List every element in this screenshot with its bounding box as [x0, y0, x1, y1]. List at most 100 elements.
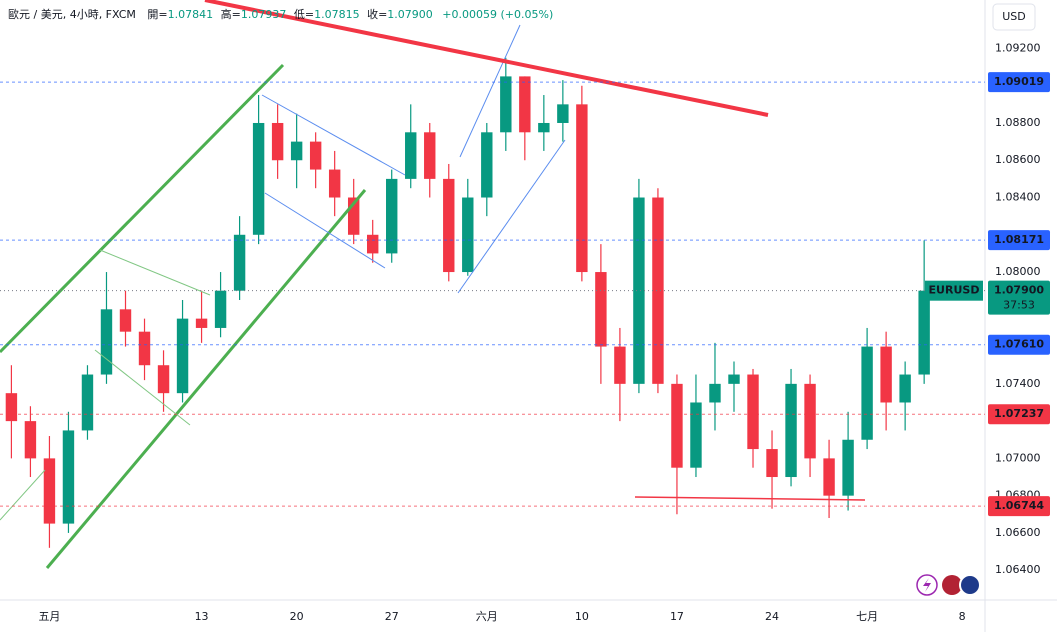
candle-body	[100, 309, 113, 375]
y-tick-label: 1.08400	[995, 191, 1041, 204]
candle-body	[709, 383, 721, 403]
y-tick-label: 1.07400	[995, 377, 1041, 390]
icon[interactable]	[942, 575, 962, 595]
trend-line	[204, 0, 769, 117]
y-tick-label: 1.06600	[995, 526, 1041, 539]
candle-body	[309, 141, 322, 170]
y-tick-label: 1.07000	[995, 451, 1041, 464]
trend-line	[459, 24, 521, 158]
trend-line	[0, 63, 285, 354]
price-label-box	[988, 496, 1050, 517]
price-label-box	[988, 230, 1050, 251]
price-label-box	[988, 72, 1050, 93]
price-label: 1.06744	[994, 499, 1044, 512]
last-price-box	[988, 280, 1050, 315]
candle-body	[214, 290, 227, 328]
candle-body	[43, 458, 56, 524]
candle-body	[157, 365, 170, 394]
symbol: 歐元 / 美元, 4小時, FXCM	[8, 7, 136, 21]
candle-body	[652, 197, 664, 384]
trend-line	[261, 94, 406, 176]
y-tick-label: 1.08600	[995, 153, 1041, 166]
candle-body	[386, 178, 398, 254]
candle-body	[252, 122, 265, 235]
candle-body	[462, 197, 474, 273]
candle-body	[823, 458, 835, 496]
candle-body	[576, 104, 588, 273]
candle-body	[481, 132, 493, 198]
ticker-tag	[925, 280, 983, 301]
candle-body	[328, 169, 341, 198]
candle-body	[690, 402, 702, 468]
candle-body	[5, 393, 18, 422]
legend-label: 高=	[221, 7, 241, 21]
x-tick-label: 六月	[476, 610, 498, 623]
price-label-box	[988, 334, 1050, 355]
trend-line	[45, 189, 367, 569]
x-tick-label: 10	[575, 610, 589, 623]
candle-body	[233, 234, 246, 291]
legend-value: 1.07841	[168, 8, 214, 21]
candle-body	[138, 331, 151, 366]
trend-line	[634, 496, 866, 501]
icon[interactable]	[959, 574, 981, 596]
y-tick-label: 1.09200	[995, 41, 1041, 54]
price-label: 1.07237	[994, 407, 1044, 420]
price-label: 1.07610	[994, 338, 1044, 351]
x-tick-label: 17	[670, 610, 684, 623]
trend-line	[0, 469, 46, 521]
candle-body	[766, 449, 778, 478]
candle-body	[804, 383, 816, 459]
candle-body	[842, 439, 854, 496]
trend-line	[94, 349, 191, 426]
candle-body	[119, 309, 132, 332]
candle-body	[24, 421, 37, 459]
candle-body	[405, 132, 417, 179]
candle-body	[747, 374, 759, 450]
x-tick-label: 27	[385, 610, 399, 623]
candle-body	[81, 374, 94, 431]
candle-body	[633, 197, 645, 384]
currency-label[interactable]: USD	[1002, 10, 1026, 23]
candle-body	[861, 346, 873, 440]
candle-body	[785, 383, 797, 478]
price-label: 1.08171	[994, 233, 1044, 246]
x-tick-label: 13	[195, 610, 209, 623]
candle-body	[195, 318, 208, 328]
drawings	[0, 0, 866, 569]
change: +0.00059 (+0.05%)	[442, 8, 553, 21]
y-tick-label: 1.08800	[995, 116, 1041, 129]
price-label-box	[988, 404, 1050, 425]
trend-line	[457, 139, 566, 294]
currency-button[interactable]	[992, 3, 1036, 31]
legend-label: 開=	[147, 8, 167, 21]
x-tick-label: 8	[959, 610, 966, 623]
candle-body	[899, 374, 911, 403]
candle-body	[557, 104, 569, 123]
legend-value: 1.07900	[387, 8, 433, 21]
candle-body	[728, 374, 740, 384]
countdown: 37:53	[1003, 299, 1035, 312]
candle-body	[347, 197, 360, 235]
candles	[5, 57, 930, 548]
candle-body	[176, 318, 189, 394]
candle-body	[538, 122, 550, 133]
last-price-label: 1.07900	[994, 284, 1044, 297]
candle-body	[62, 430, 75, 524]
legend-value: 1.07937	[241, 8, 287, 21]
y-tick-label: 1.08000	[995, 265, 1041, 278]
price-label: 1.09019	[994, 75, 1044, 88]
icon	[923, 578, 931, 592]
candle-body	[290, 141, 303, 161]
x-tick-label: 20	[290, 610, 304, 623]
y-tick-label: 1.06400	[995, 563, 1041, 576]
trend-line	[99, 249, 211, 296]
candle-body	[519, 76, 531, 133]
legend-label: 低=	[294, 8, 314, 21]
candle-body	[443, 178, 455, 273]
candle-body	[424, 132, 436, 179]
x-tick-label: 24	[765, 610, 779, 623]
trend-line	[264, 192, 386, 269]
candle-body	[671, 383, 683, 468]
